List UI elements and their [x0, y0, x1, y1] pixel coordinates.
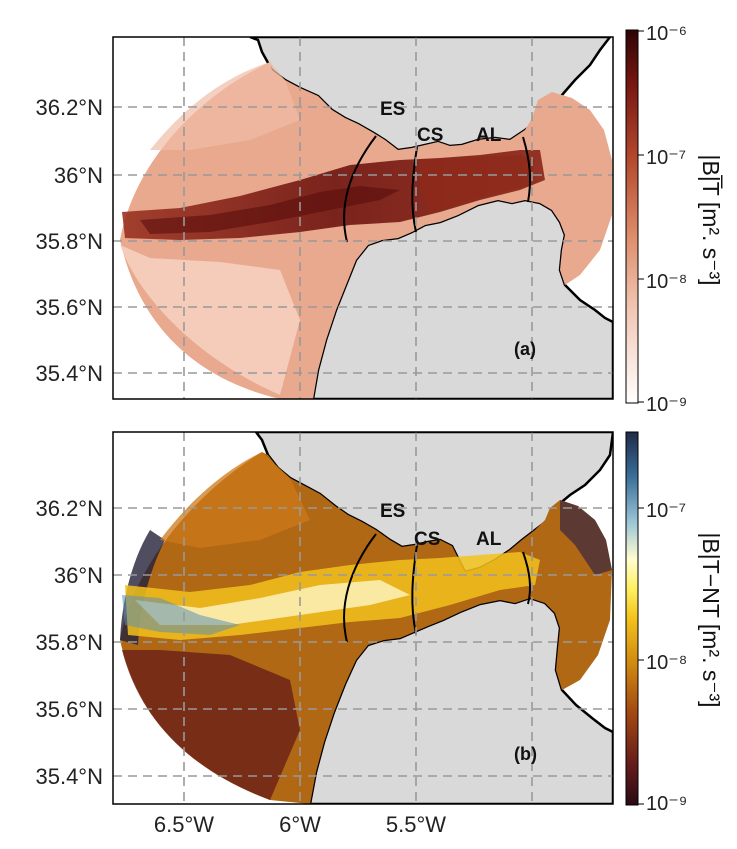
colorbar-a-tick: 10⁻⁹	[646, 394, 687, 416]
colorbar-b-title: |B|T−NT [m². s⁻³]	[698, 532, 724, 707]
x-tick-labels: 6.5°W 6°W 5.5°W	[154, 812, 446, 837]
svg-text:35.8°N: 35.8°N	[35, 630, 103, 655]
svg-text:35.4°N: 35.4°N	[35, 361, 103, 386]
svg-text:36°N: 36°N	[54, 163, 103, 188]
svg-text:36°N: 36°N	[54, 563, 103, 588]
grid-b	[113, 432, 613, 804]
svg-text:35.4°N: 35.4°N	[35, 764, 103, 789]
panel-label: (a)	[514, 339, 536, 359]
strait-core-a	[420, 155, 535, 212]
region-label-al: AL	[476, 529, 502, 550]
svg-text:5.5°W: 5.5°W	[386, 812, 446, 837]
colorbar-a-tick: 10⁻⁶	[646, 23, 687, 45]
region-label-al: AL	[476, 125, 502, 146]
region-label-es: ES	[380, 501, 405, 522]
blue-streak-b	[122, 595, 240, 635]
section-line-mid-a	[411, 146, 418, 233]
svg-text:6°W: 6°W	[279, 812, 321, 837]
region-label-cs: CS	[417, 125, 443, 146]
section-line-east-a	[522, 136, 532, 203]
colorbar-a-tick: 10⁻⁸	[646, 271, 687, 293]
jet-core-a	[140, 186, 400, 234]
panel-b: ES CS AL (b) 36.2°N 36°N 35.8°N 35.6°N 3…	[35, 431, 724, 837]
section-line-west-a	[343, 135, 377, 243]
colorbar-b-tick: 10⁻⁹	[646, 793, 687, 815]
svg-text:35.6°N: 35.6°N	[35, 697, 103, 722]
svg-text:36.2°N: 36.2°N	[35, 496, 103, 521]
colorbar-b-tick: 10⁻⁷	[646, 500, 686, 522]
section-line-west-b	[343, 533, 377, 643]
y-tick-labels: 36.2°N 36°N 35.8°N 35.6°N 35.4°N	[35, 95, 103, 386]
section-line-east-b	[522, 551, 532, 605]
svg-text:36.2°N: 36.2°N	[35, 95, 103, 120]
grid-a	[113, 37, 613, 399]
region-label-cs: CS	[414, 529, 440, 550]
dark-south-field	[122, 650, 300, 800]
panel-a: ES CS AL (a) 36.2°N 36°N 35.8°N 35.6°N 3…	[35, 23, 724, 416]
panel-label: (b)	[514, 744, 537, 764]
svg-text:35.8°N: 35.8°N	[35, 229, 103, 254]
cream-streak-b	[135, 580, 410, 625]
east-dark-b	[560, 500, 612, 575]
colorbar-a: 10⁻⁶ 10⁻⁷ 10⁻⁸ 10⁻⁹ |B|̅T [m². s⁻³]	[625, 23, 724, 416]
region-label-es: ES	[380, 99, 405, 120]
y-tick-labels: 36.2°N 36°N 35.8°N 35.6°N 35.4°N	[35, 496, 103, 789]
faded-north-field	[150, 62, 300, 150]
colorbar-b: 10⁻⁷ 10⁻⁸ 10⁻⁹ |B|T−NT [m². s⁻³]	[625, 431, 724, 815]
svg-text:6.5°W: 6.5°W	[154, 812, 214, 837]
colorbar-b-tick: 10⁻⁸	[646, 652, 687, 674]
colorbar-a-title: |B|̅T [m². s⁻³]	[698, 155, 724, 286]
colorbar-a-tick: 10⁻⁷	[646, 147, 686, 169]
north-field-b	[160, 452, 310, 548]
faded-west-field	[120, 245, 300, 395]
svg-text:35.6°N: 35.6°N	[35, 295, 103, 320]
